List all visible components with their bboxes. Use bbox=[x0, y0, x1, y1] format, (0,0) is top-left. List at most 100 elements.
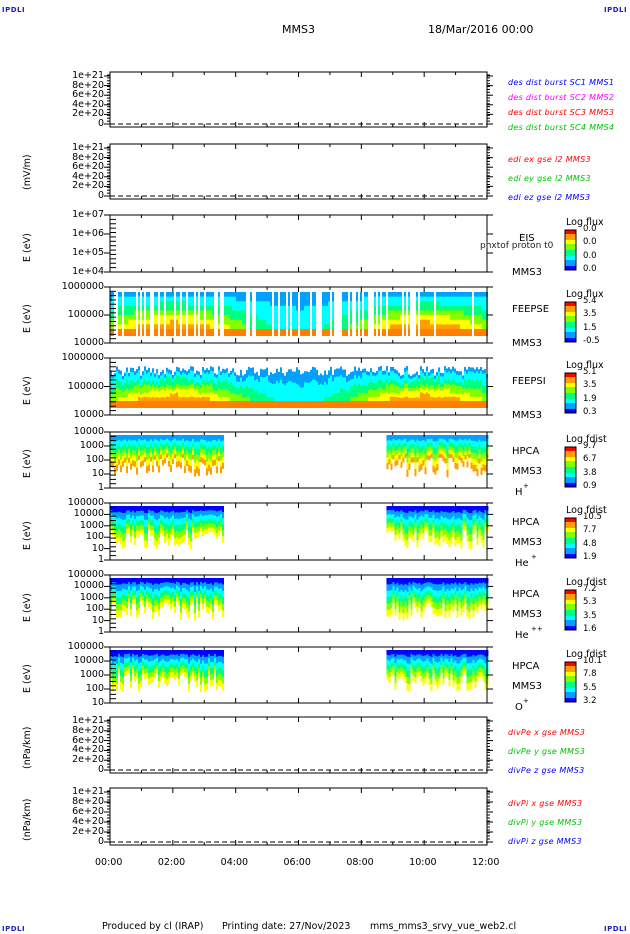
heatmap-cell bbox=[474, 506, 477, 511]
heatmap-cell bbox=[220, 375, 222, 380]
heatmap-cell bbox=[194, 462, 196, 470]
heatmap-cell bbox=[438, 367, 440, 373]
heatmap-cell bbox=[190, 329, 192, 336]
heatmap-cell bbox=[442, 506, 445, 513]
heatmap-cell bbox=[478, 529, 481, 535]
heatmap-cell bbox=[144, 506, 146, 514]
heatmap-cell bbox=[466, 389, 468, 394]
heatmap-cell bbox=[240, 373, 242, 379]
heatmap-cell bbox=[466, 315, 468, 321]
heatmap-cell bbox=[464, 392, 466, 398]
heatmap-cell bbox=[142, 595, 144, 601]
heatmap-cell bbox=[126, 315, 128, 321]
heatmap-cell bbox=[152, 368, 154, 373]
heatmap-cell bbox=[476, 448, 479, 456]
heatmap-cell bbox=[434, 518, 437, 526]
heatmap-cell bbox=[140, 510, 142, 516]
heatmap-cell bbox=[356, 385, 358, 391]
heatmap-cell bbox=[456, 452, 459, 459]
heatmap-cell bbox=[186, 460, 188, 467]
heatmap-cell bbox=[138, 319, 140, 325]
heatmap-cell bbox=[310, 369, 312, 375]
heatmap-cell bbox=[230, 315, 232, 321]
heatmap-cell bbox=[142, 435, 144, 441]
heatmap-cell bbox=[412, 506, 415, 513]
heatmap-cell bbox=[444, 296, 446, 302]
heatmap-cell bbox=[376, 401, 378, 408]
heatmap-cell bbox=[264, 385, 266, 390]
heatmap-cell bbox=[422, 324, 424, 330]
heatmap-cell bbox=[384, 370, 386, 375]
heatmap-cell bbox=[236, 378, 238, 382]
heatmap-cell bbox=[132, 396, 134, 402]
heatmap-cell bbox=[214, 401, 216, 408]
heatmap-cell bbox=[312, 401, 314, 408]
heatmap-cell bbox=[390, 329, 392, 336]
heatmap-cell bbox=[288, 329, 290, 336]
heatmap-cell bbox=[270, 292, 272, 298]
heatmap-cell bbox=[436, 458, 439, 465]
heatmap-cell bbox=[344, 385, 346, 390]
heatmap-cell bbox=[460, 389, 462, 395]
heatmap-cell bbox=[214, 387, 216, 392]
heatmap-cell bbox=[224, 397, 226, 402]
heatmap-cell bbox=[140, 578, 142, 583]
heatmap-cell bbox=[404, 538, 407, 546]
heatmap-cell bbox=[136, 401, 138, 408]
heatmap-cell bbox=[452, 329, 454, 336]
heatmap-cell bbox=[298, 369, 300, 375]
heatmap-cell bbox=[132, 329, 134, 336]
heatmap-cell bbox=[300, 292, 302, 298]
heatmap-cell bbox=[466, 535, 469, 542]
heatmap-cell bbox=[214, 444, 216, 451]
heatmap-cell bbox=[436, 506, 439, 513]
heatmap-cell bbox=[208, 315, 210, 321]
heatmap-cell bbox=[242, 310, 244, 316]
heatmap-cell bbox=[240, 310, 242, 316]
heatmap-cell bbox=[390, 388, 392, 393]
colorbar-segment bbox=[565, 377, 576, 380]
heatmap-cell bbox=[186, 435, 188, 441]
heatmap-cell bbox=[470, 371, 472, 377]
heatmap-cell bbox=[136, 578, 138, 585]
heatmap-cell bbox=[366, 301, 368, 307]
heatmap-cell bbox=[156, 381, 158, 386]
heatmap-cell bbox=[378, 371, 380, 376]
heatmap-cell bbox=[438, 380, 440, 385]
heatmap-cell bbox=[470, 457, 473, 464]
heatmap-cell bbox=[144, 396, 146, 402]
heatmap-cell bbox=[298, 385, 300, 390]
heatmap-cell bbox=[270, 305, 272, 311]
heatmap-cell bbox=[182, 435, 184, 440]
heatmap-cell bbox=[464, 388, 466, 393]
heatmap-cell bbox=[288, 369, 290, 374]
heatmap-cell bbox=[444, 292, 446, 298]
heatmap-cell bbox=[156, 397, 158, 402]
heatmap-cell bbox=[110, 461, 112, 467]
heatmap-cell bbox=[216, 453, 218, 461]
heatmap-cell bbox=[202, 603, 204, 610]
heatmap-cell bbox=[302, 305, 304, 311]
heatmap-cell bbox=[150, 593, 152, 600]
heatmap-cell bbox=[440, 453, 443, 459]
heatmap-cell bbox=[236, 296, 238, 302]
heatmap-cell bbox=[168, 397, 170, 402]
heatmap-cell bbox=[112, 456, 114, 463]
heatmap-cell bbox=[298, 393, 300, 398]
heatmap-cell bbox=[120, 447, 122, 454]
heatmap-cell bbox=[196, 516, 198, 523]
heatmap-cell bbox=[164, 394, 166, 399]
colorbar-segment bbox=[565, 375, 576, 378]
heatmap-cell bbox=[236, 391, 238, 395]
heatmap-cell bbox=[200, 586, 202, 591]
heatmap-cell bbox=[222, 457, 224, 464]
heatmap-cell bbox=[164, 598, 166, 604]
heatmap-cell bbox=[274, 324, 276, 330]
heatmap-cell bbox=[214, 383, 216, 388]
heatmap-cell bbox=[112, 394, 114, 399]
heatmap-cell bbox=[452, 383, 454, 389]
heatmap-cell bbox=[114, 516, 116, 523]
heatmap-cell bbox=[482, 373, 484, 379]
heatmap-cell bbox=[288, 377, 290, 382]
heatmap-cell bbox=[274, 376, 276, 381]
